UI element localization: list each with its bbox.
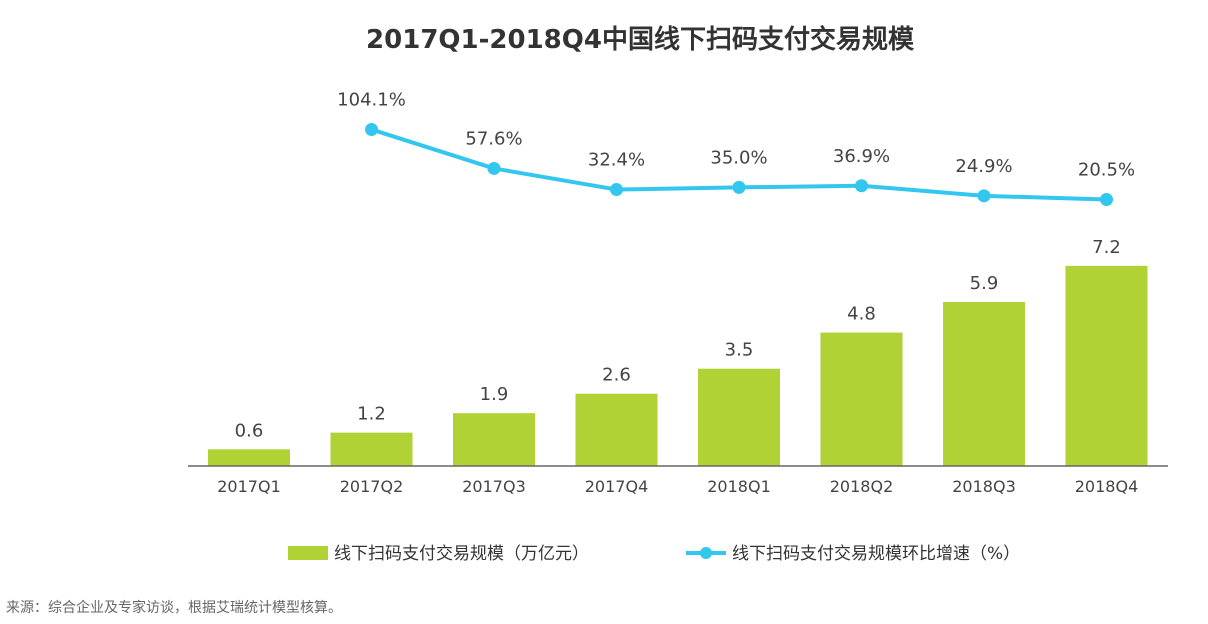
bar-value-label: 1.9 <box>480 384 509 405</box>
bar-2017Q1 <box>208 449 290 466</box>
x-tick-label: 2017Q2 <box>340 477 404 496</box>
x-tick-label: 2017Q1 <box>217 477 281 496</box>
growth-point-2017Q3 <box>487 161 501 175</box>
x-tick-label: 2017Q3 <box>462 477 526 496</box>
growth-value-label: 57.6% <box>465 128 522 149</box>
legend-bar-label: 线下扫码支付交易规模（万亿元） <box>334 544 589 564</box>
bar-2018Q4 <box>1065 265 1148 466</box>
growth-value-label: 32.4% <box>588 150 645 171</box>
x-tick-label: 2018Q2 <box>830 477 894 496</box>
growth-value-label: 35.0% <box>710 147 767 168</box>
x-tick-label: 2017Q4 <box>585 477 649 496</box>
growth-point-2017Q2 <box>365 123 378 136</box>
growth-value-label: 20.5% <box>1078 160 1135 181</box>
x-tick-label: 2018Q3 <box>952 477 1016 496</box>
growth-point-2018Q2 <box>855 179 868 193</box>
bars-group <box>208 265 1148 466</box>
x-tick-label: 2018Q4 <box>1075 477 1139 496</box>
bar-2018Q2 <box>820 332 903 466</box>
bar-2018Q1 <box>698 368 780 466</box>
bar-labels-group: 0.6 1.2 1.9 2.6 3.5 4.8 5.9 7.2 <box>235 237 1121 441</box>
x-tick-label: 2018Q1 <box>707 477 771 496</box>
bar-value-label: 4.8 <box>847 304 876 325</box>
legend-line-label: 线下扫码支付交易规模环比增速（%） <box>732 544 1020 564</box>
bar-value-label: 5.9 <box>970 273 999 294</box>
bar-2017Q2 <box>330 432 413 466</box>
bar-value-label: 7.2 <box>1092 237 1121 258</box>
growth-value-label: 104.1% <box>337 90 406 111</box>
legend: 线下扫码支付交易规模（万亿元） 线下扫码支付交易规模环比增速（%） <box>288 544 1020 564</box>
bar-value-label: 1.2 <box>357 404 386 425</box>
growth-point-2018Q4 <box>1100 193 1113 207</box>
legend-bar-swatch <box>288 546 328 560</box>
growth-point-2018Q1 <box>732 180 746 194</box>
growth-point-2018Q3 <box>977 189 991 203</box>
x-tick-labels: 2017Q1 2017Q2 2017Q3 2017Q4 2018Q1 2018Q2 2018… <box>217 477 1138 496</box>
bar-2017Q3 <box>453 413 535 466</box>
legend-line-marker <box>700 547 712 559</box>
chart-title: 2017Q1-2018Q4中国线下扫码支付交易规模 <box>366 24 915 55</box>
growth-point-2017Q4 <box>610 183 623 197</box>
source-note: 来源：综合企业及专家访谈，根据艾瑞统计模型核算。 <box>6 599 342 616</box>
bar-2017Q4 <box>575 393 658 466</box>
growth-value-label: 24.9% <box>955 156 1012 177</box>
growth-line-labels: 104.1% 57.6% 32.4% 35.0% 36.9% 24.9% 20.5% <box>337 90 1135 181</box>
bar-value-label: 3.5 <box>725 340 754 361</box>
bar-2018Q3 <box>943 301 1025 466</box>
bar-value-label: 2.6 <box>602 365 631 386</box>
growth-line-group <box>365 123 1113 207</box>
growth-value-label: 36.9% <box>833 146 890 167</box>
bar-value-label: 0.6 <box>235 420 264 441</box>
